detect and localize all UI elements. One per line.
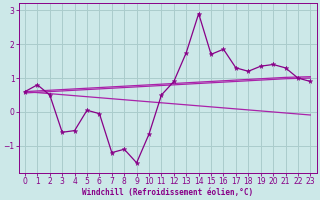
X-axis label: Windchill (Refroidissement éolien,°C): Windchill (Refroidissement éolien,°C) [82, 188, 253, 197]
